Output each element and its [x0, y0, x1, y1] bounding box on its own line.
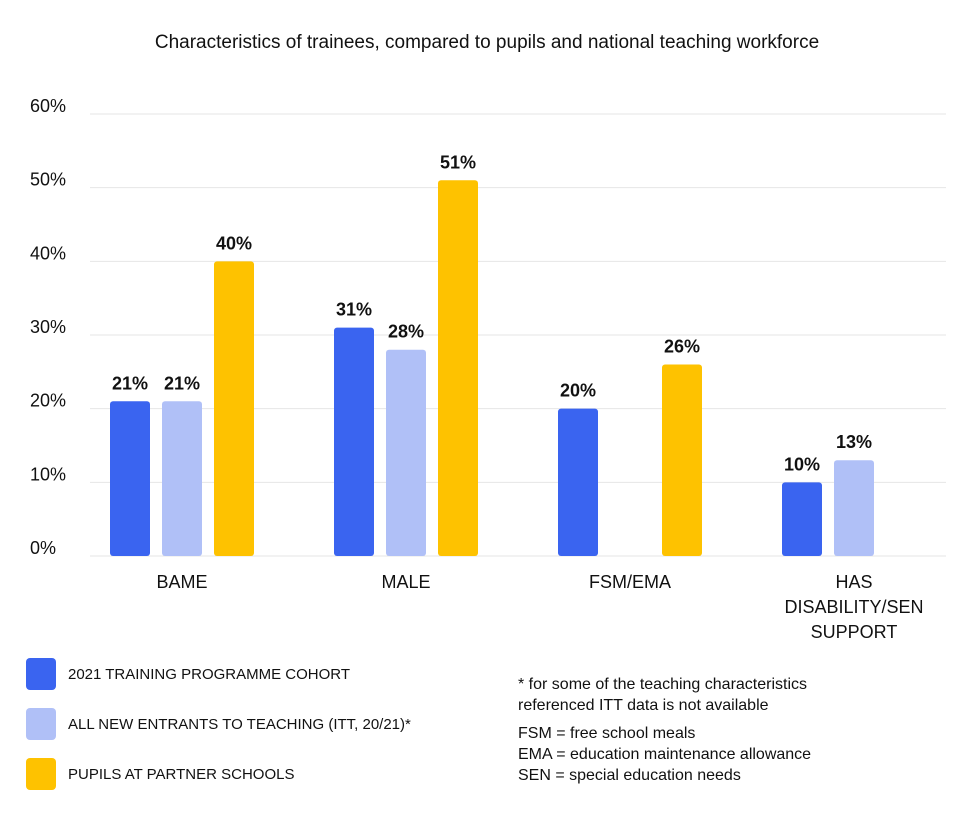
data-label: 21%	[164, 373, 200, 393]
legend-item-itt: ALL NEW ENTRANTS TO TEACHING (ITT, 20/21…	[26, 708, 546, 742]
footnote-line: referenced ITT data is not available	[518, 697, 769, 714]
x-tick-label: BAME	[156, 572, 207, 592]
bar	[438, 180, 478, 557]
bar	[162, 401, 202, 556]
data-label: 40%	[216, 233, 252, 253]
legend-item-pupils: PUPILS AT PARTNER SCHOOLS	[26, 758, 546, 792]
bar	[782, 482, 822, 556]
data-label: 20%	[560, 381, 596, 401]
data-label: 10%	[784, 454, 820, 474]
y-tick-label: 10%	[30, 464, 66, 484]
legend-swatch-cohort	[26, 658, 56, 690]
x-tick-label: FSM/EMA	[589, 572, 671, 592]
y-tick-label: 30%	[30, 317, 66, 337]
legend-swatch-pupils	[26, 758, 56, 790]
x-tick-label: HAS DISABILITY/SEN SUPPORT	[784, 572, 923, 642]
bar-chart: 0% 10% 20% 30% 40% 50% 60% 21% 21% 40% BAME 31% 28% 5…	[30, 96, 946, 642]
y-tick-label: 50%	[30, 170, 66, 190]
legend-label-pupils: PUPILS AT PARTNER SCHOOLS	[68, 766, 295, 783]
bar	[110, 401, 150, 556]
abbreviation-sen: SEN = special education needs	[518, 767, 741, 784]
legend-item-cohort: 2021 TRAINING PROGRAMME COHORT	[26, 658, 546, 692]
data-label: 21%	[112, 373, 148, 393]
bar	[386, 349, 426, 556]
bar	[834, 460, 874, 556]
legend-label-cohort: 2021 TRAINING PROGRAMME COHORT	[68, 666, 350, 683]
footnote-line: * for some of the teaching characteristi…	[518, 676, 808, 693]
data-label: 51%	[440, 152, 476, 172]
legend-label-itt: ALL NEW ENTRANTS TO TEACHING (ITT, 20/21…	[68, 716, 411, 733]
bar	[214, 261, 254, 556]
y-tick-label: 60%	[30, 96, 66, 116]
data-label: 13%	[836, 432, 872, 452]
bar	[334, 327, 374, 556]
y-tick-label: 40%	[30, 243, 66, 263]
y-tick-label: 20%	[30, 391, 66, 411]
chart-title: Characteristics of trainees, compared to…	[154, 32, 820, 53]
bar	[662, 364, 702, 556]
data-label: 31%	[336, 300, 372, 320]
data-label: 28%	[388, 322, 424, 342]
legend-swatch-itt	[26, 708, 56, 740]
bar	[558, 408, 598, 556]
x-tick-label: MALE	[381, 572, 430, 592]
footnote: * for some of the teaching characteristi…	[518, 674, 958, 716]
notes: * for some of the teaching characteristi…	[518, 674, 958, 786]
y-tick-label: 0%	[30, 538, 56, 558]
abbreviation-ema: EMA = education maintenance allowance	[518, 746, 812, 763]
abbreviation-fsm: FSM = free school meals	[518, 725, 696, 742]
data-label: 26%	[664, 336, 700, 356]
